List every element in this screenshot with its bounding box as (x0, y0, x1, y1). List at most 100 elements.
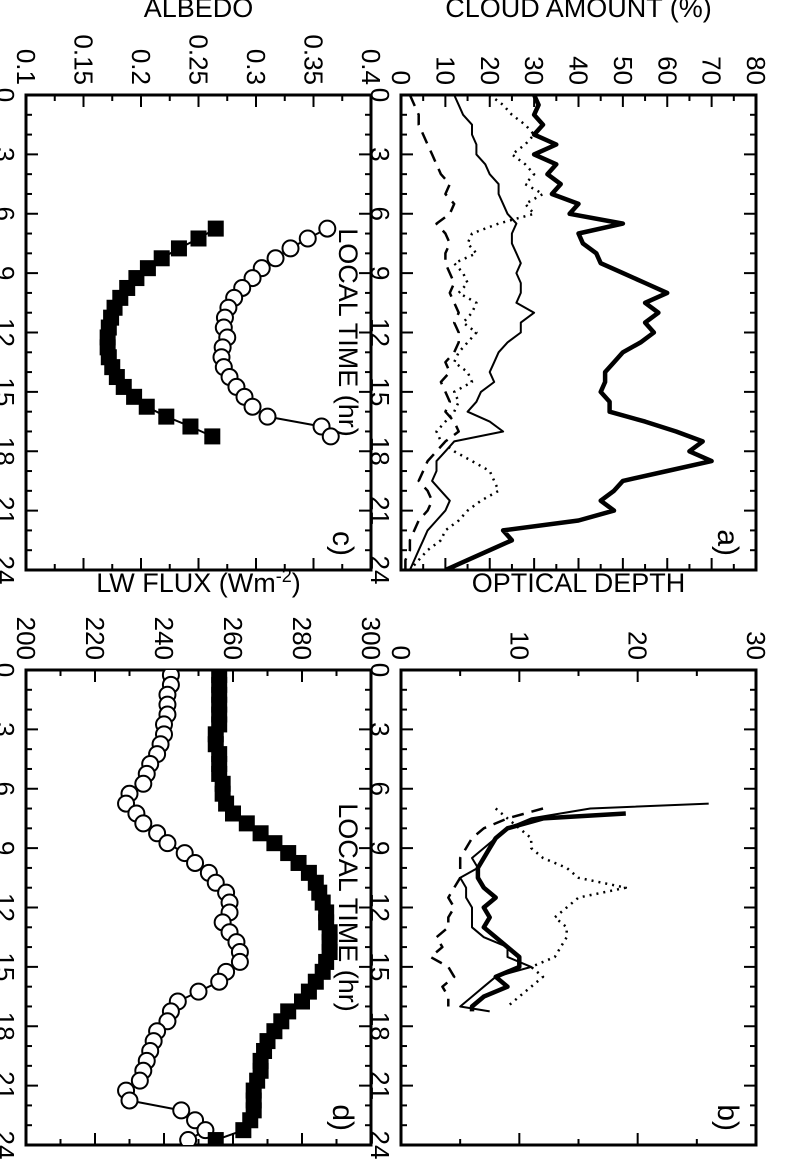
x-tick-label: 24 (0, 1131, 20, 1160)
data-point-open-circle (298, 229, 317, 248)
x-axis-title: LOCAL TIME (hr) (333, 228, 363, 437)
y-tick-label: 80 (741, 56, 771, 85)
data-point-filled-square (190, 230, 207, 247)
y-tick-label: 0.15 (69, 34, 99, 85)
y-tick-label: 20 (475, 56, 505, 85)
data-point-filled-square (204, 428, 221, 445)
data-point-open-circle (281, 239, 300, 258)
x-tick-label: 15 (0, 377, 20, 406)
y-tick-label: 220 (80, 617, 110, 660)
data-point-open-circle (134, 814, 153, 833)
data-point-filled-square (235, 1122, 252, 1139)
data-point-filled-square (266, 835, 283, 852)
data-point-filled-square (126, 388, 143, 405)
y-tick-label: 10 (430, 56, 460, 85)
y-tick-label: 30 (741, 631, 771, 660)
x-tick-label: 3 (0, 147, 20, 161)
x-tick-label: 6 (0, 782, 20, 796)
x-tick-label: 0 (0, 88, 20, 102)
data-point-open-circle (186, 853, 205, 872)
data-point-open-circle (258, 407, 277, 426)
y-axis-title-superscript: -2 (276, 566, 292, 586)
y-tick-label: 10 (504, 631, 534, 660)
panel-frame (399, 668, 758, 1147)
y-tick-label: 0.3 (241, 49, 271, 85)
series-line-thick (469, 811, 626, 1012)
data-point-open-circle (321, 427, 340, 446)
y-axis-title: LW FLUX (Wm-2) (96, 566, 301, 598)
x-axis-title: LOCAL TIME (hr) (333, 803, 363, 1012)
y-tick-label: 280 (287, 617, 317, 660)
y-axis-title: CLOUD AMOUNT (%) (445, 0, 712, 23)
x-tick-label: 18 (0, 1012, 20, 1041)
y-tick-label: 20 (623, 631, 653, 660)
y-tick-label: 0.35 (299, 34, 329, 85)
data-point-filled-square (207, 1132, 224, 1145)
y-tick-label: 0.2 (126, 49, 156, 85)
y-tick-label: 300 (356, 617, 386, 660)
series-group (117, 670, 338, 1145)
series-line-dashed (404, 95, 460, 570)
data-point-filled-square (170, 240, 187, 257)
x-tick-label: 24 (0, 556, 20, 585)
x-tick-label: 12 (0, 893, 20, 922)
data-point-open-circle (189, 982, 208, 1001)
data-point-open-circle (158, 834, 177, 853)
data-point-open-circle (130, 1071, 149, 1090)
data-point-open-circle (179, 1131, 198, 1145)
panel-letter: c) (326, 531, 359, 556)
data-point-open-circle (230, 952, 249, 971)
data-point-filled-square (153, 250, 170, 267)
y-tick-label: 0.25 (184, 34, 214, 85)
data-point-open-circle (120, 1091, 139, 1110)
data-point-filled-square (182, 418, 199, 435)
data-point-filled-square (158, 408, 175, 425)
data-point-filled-square (238, 815, 255, 832)
series-line-thick (444, 95, 714, 570)
data-point-filled-square (225, 805, 241, 822)
x-tick-label: 21 (0, 496, 20, 525)
y-axis-title: ALBEDO (144, 0, 254, 23)
y-axis-title-suffix: ) (292, 568, 301, 598)
panel-c: 0 3 6 9 12 15 18 21 24 0.1 0.15 0.2 0.25 0.3 0.35 0.4 LO… (0, 0, 386, 584)
y-tick-label: 0.1 (11, 49, 41, 85)
data-point-filled-square (252, 825, 269, 842)
y-tick-label: 0.4 (356, 49, 386, 85)
series-line-thin (459, 802, 709, 1013)
y-tick-label: 260 (218, 617, 248, 660)
data-point-open-circle (266, 249, 285, 268)
data-point-open-circle (243, 397, 262, 416)
panel-letter: d) (326, 1104, 359, 1131)
data-point-open-circle (134, 774, 153, 793)
series-line-thin (408, 95, 536, 570)
panel-frame (24, 668, 373, 1147)
x-tick-label: 0 (0, 663, 20, 677)
data-point-open-circle (210, 972, 229, 991)
x-tick-label: 3 (0, 722, 20, 736)
panel-frame (24, 93, 373, 572)
y-tick-label: 200 (11, 617, 41, 660)
y-tick-label: 0 (386, 71, 416, 85)
series-group (99, 219, 340, 446)
panel-letter: b) (711, 1104, 744, 1131)
y-tick-label: 30 (519, 56, 549, 85)
panel-frame (399, 93, 758, 572)
data-point-filled-square (294, 993, 310, 1010)
series-line-dotted (494, 807, 628, 1008)
series-group (404, 95, 714, 570)
panel-letter: a) (711, 529, 744, 556)
x-tick-label: 18 (0, 437, 20, 466)
x-tick-label: 9 (0, 266, 20, 280)
series-group (429, 802, 709, 1013)
x-tick-label: 21 (0, 1071, 20, 1100)
y-tick-label: 0 (386, 646, 416, 660)
y-tick-label: 60 (652, 56, 682, 85)
data-point-open-circle (318, 219, 337, 238)
y-tick-label: 40 (564, 56, 594, 85)
x-tick-label: 12 (0, 318, 20, 347)
x-tick-label: 6 (0, 207, 20, 221)
